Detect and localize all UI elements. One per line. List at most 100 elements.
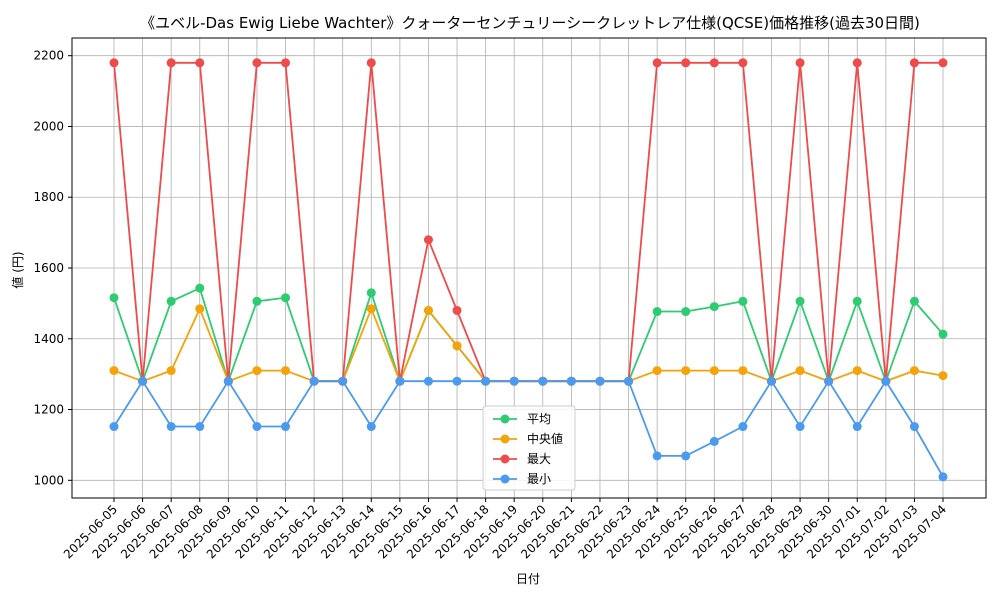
series-4-point [652,451,662,461]
series-4-point [138,376,148,386]
series-3-point [281,58,291,68]
series-2-point [166,366,176,376]
series-4-point [938,472,948,482]
series-4-point [481,376,491,386]
y-tick-label: 1600 [33,261,64,275]
series-3-point [909,58,919,68]
series-4-point [252,422,262,432]
series-line-4 [113,379,944,478]
series-2-point [452,341,462,351]
series-1-point [166,296,176,306]
series-3-point [109,58,119,68]
series-2-point [252,366,262,376]
series-1-point [652,307,662,317]
y-tick-label: 1200 [33,403,64,417]
series-2-point [795,366,805,376]
series-1-point [681,307,691,317]
series-1-point [109,293,119,303]
series-2-point [195,304,205,314]
legend-entry: 最大 [527,452,551,466]
series-4-point [366,422,376,432]
series-4-point [423,376,433,386]
legend-entry: 平均 [527,412,551,426]
series-2-point [709,366,719,376]
series-1-point [366,288,376,298]
legend-swatch-marker [500,434,510,444]
series-4-point [538,376,548,386]
series-lines [113,61,944,478]
series-1-point [938,329,948,339]
y-tick-label: 1000 [33,473,64,487]
series-4-point [195,422,205,432]
series-3-point [738,58,748,68]
series-4-point [509,376,519,386]
series-2-point [938,371,948,381]
series-4-point [338,376,348,386]
series-1-point [795,296,805,306]
series-1-point [252,296,262,306]
series-4-point [681,451,691,461]
y-tick-label: 2000 [33,119,64,133]
series-3-point [681,58,691,68]
series-4-point [109,422,119,432]
series-3-point [166,58,176,68]
series-4-point [795,422,805,432]
series-points [109,58,948,482]
series-2-point [652,366,662,376]
series-3-point [252,58,262,68]
series-4-point [452,376,462,386]
series-2-point [281,366,291,376]
legend-swatch-marker [500,414,510,424]
series-2-point [909,366,919,376]
series-4-point [766,376,776,386]
series-4-point [223,376,233,386]
series-2-point [738,366,748,376]
y-tick-label: 1400 [33,332,64,346]
series-1-point [709,302,719,312]
series-2-point [366,304,376,314]
legend-entry: 最小 [527,472,551,486]
series-4-point [624,376,634,386]
series-1-point [281,293,291,303]
series-3-point [195,58,205,68]
series-4-point [166,422,176,432]
chart-title: 《ユベル-Das Ewig Liebe Wachter》クォーターセンチュリーシ… [140,14,920,32]
series-2-point [109,366,119,376]
series-1-point [738,296,748,306]
series-4-point [595,376,605,386]
series-3-point [366,58,376,68]
series-4-point [709,436,719,446]
series-2-point [852,366,862,376]
series-3-point [652,58,662,68]
series-4-point [395,376,405,386]
series-3-point [795,58,805,68]
series-4-point [852,422,862,432]
series-3-point [452,305,462,315]
series-4-point [281,422,291,432]
series-4-point [738,422,748,432]
series-1-point [195,283,205,293]
y-tick-label: 2200 [33,49,64,63]
series-4-point [824,376,834,386]
series-2-point [681,366,691,376]
x-axis-label: 日付 [516,572,540,586]
legend-swatch-marker [500,454,510,464]
series-1-point [909,296,919,306]
legend-entry: 中央値 [527,431,563,446]
y-tick-label: 1800 [33,190,64,204]
series-3-point [709,58,719,68]
series-1-point [852,296,862,306]
y-axis-label: 値 (円) [10,251,25,288]
series-3-point [852,58,862,68]
series-4-point [566,376,576,386]
series-3-point [423,235,433,245]
series-4-point [309,376,319,386]
series-4-point [881,376,891,386]
y-axis: 1000 1200 1400 1600 1800 2000 2200 [33,49,72,487]
series-2-point [423,305,433,315]
series-3-point [938,58,948,68]
legend-swatch-marker [500,474,510,484]
